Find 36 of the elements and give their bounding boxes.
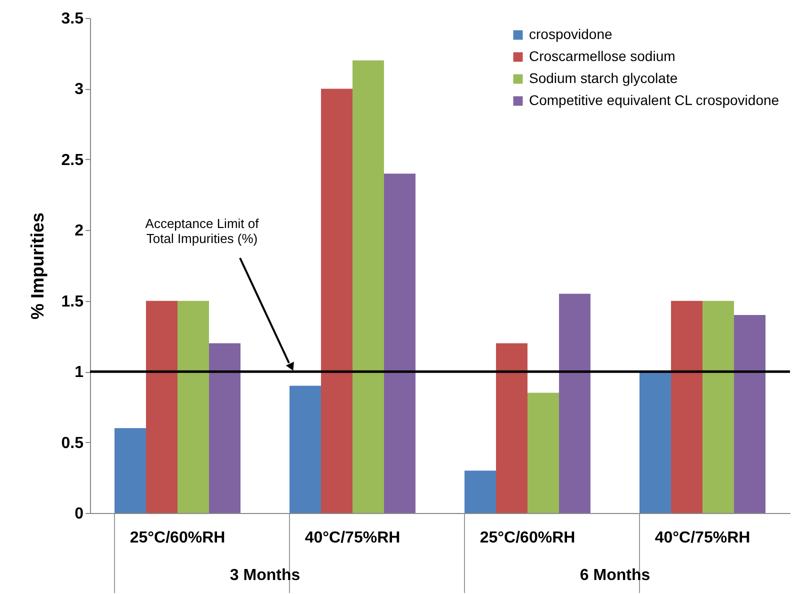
x-tick-label: 25°C/60%RH [130,530,226,546]
bar [209,343,240,513]
bar [496,343,528,513]
legend-label: Competitive equivalent CL crospovidone [529,92,780,108]
y-axis-title: % Impurities [27,212,48,320]
bar [114,428,146,513]
y-tick-label: 3 [74,81,84,98]
bar [384,174,416,513]
bar [528,392,559,513]
bar [321,88,352,513]
text: 3 Months [230,567,300,584]
y-tick-label: 0 [74,506,84,522]
bar [702,300,734,513]
y-tick-label: 1.5 [61,293,84,310]
x-tick-label: 40°C/75%RH [654,530,750,546]
bar [559,294,590,513]
text: 6 Months [580,567,650,584]
bar [671,300,702,513]
legend-label: Sodium starch glycolate [529,70,678,86]
bar [352,60,384,513]
y-tick-label: 2.5 [61,152,84,169]
x-tick-label: 25°C/60%RH [480,530,576,546]
bar [734,315,766,513]
y-tick-label: 2 [74,222,84,240]
x-tick-label: 40°C/75%RH [304,530,400,546]
legend-label: crospovidone [529,26,612,42]
y-tick-label: 3.5 [61,10,84,28]
bar [178,300,209,513]
bar [290,386,321,513]
bar [146,300,178,513]
y-tick-label: 1 [74,364,84,382]
legend-label: Croscarmellose sodium [529,48,676,64]
y-tick-label: 0.5 [61,434,84,452]
bar [464,470,496,513]
bar [640,372,671,513]
ref-line-label: Acceptance Limit of Total Impurities (%) [145,216,260,246]
